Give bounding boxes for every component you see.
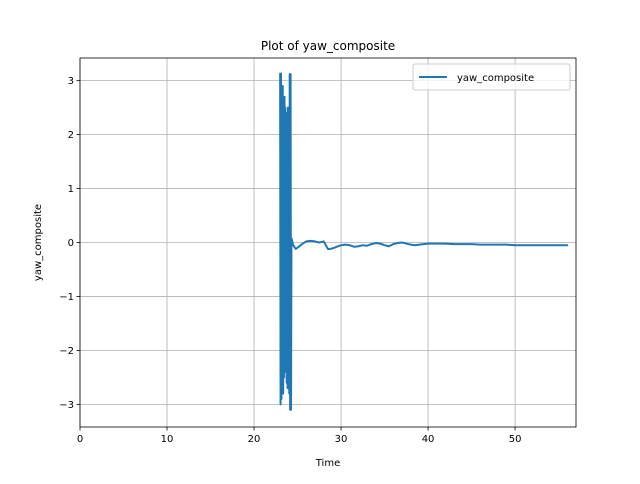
- x-tick-label: 0: [77, 434, 83, 445]
- legend-box: [412, 63, 571, 91]
- y-tick-label: −2: [59, 346, 74, 357]
- y-tick-label: −3: [59, 400, 74, 411]
- y-axis-label: yaw_composite: [33, 204, 44, 281]
- y-tick-label: 1: [68, 184, 74, 195]
- series-layer: [279, 72, 569, 411]
- x-tick-label: 10: [161, 434, 174, 445]
- x-tick-label: 20: [248, 434, 261, 445]
- y-tick-label: 0: [68, 238, 74, 249]
- legend: yaw_composite: [412, 63, 571, 91]
- x-tick-label: 30: [335, 434, 348, 445]
- y-tick-label: 2: [68, 130, 74, 141]
- x-tick-label: 40: [422, 434, 435, 445]
- grid-lines: [79, 58, 576, 427]
- series-line-yaw_composite: [279, 72, 569, 411]
- y-tick-label: −1: [59, 292, 74, 303]
- y-tick-label: 3: [68, 76, 74, 87]
- x-axis-label: Time: [315, 458, 340, 469]
- chart-title: Plot of yaw_composite: [261, 39, 395, 53]
- axis-ticks: 0 10 20 30 40 50 −3 −2 −1 0 1 2 3: [59, 76, 521, 445]
- legend-entry-yaw_composite: yaw_composite: [457, 73, 534, 84]
- x-tick-label: 50: [509, 434, 522, 445]
